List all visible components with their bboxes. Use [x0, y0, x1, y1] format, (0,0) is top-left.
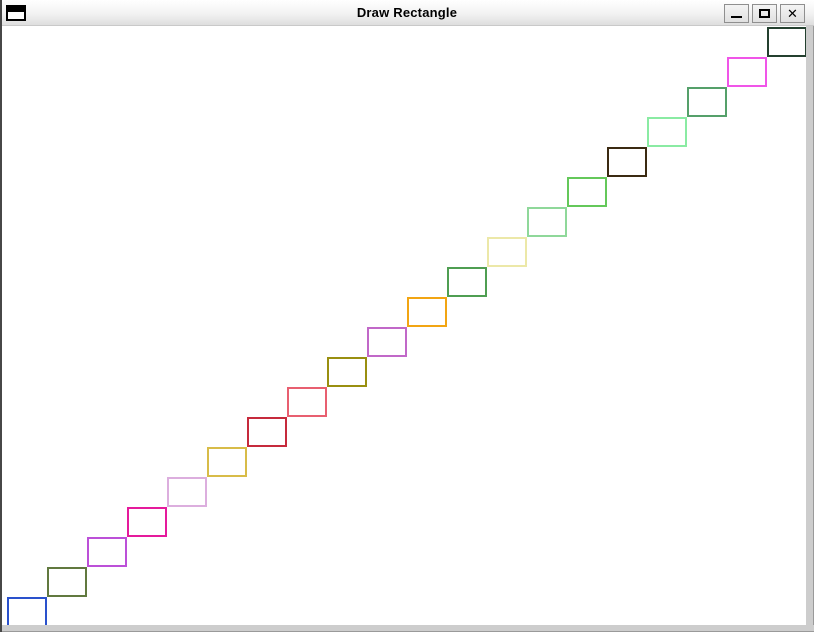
- drawn-rectangle: [167, 477, 207, 507]
- minimize-icon: [731, 16, 742, 18]
- drawn-rectangle: [47, 567, 87, 597]
- drawn-rectangle: [487, 237, 527, 267]
- drawn-rectangle: [327, 357, 367, 387]
- close-icon: ✕: [787, 6, 798, 21]
- drawn-rectangle: [127, 507, 167, 537]
- window-frame-left: [0, 0, 2, 632]
- drawn-rectangle: [407, 297, 447, 327]
- drawn-rectangle: [367, 327, 407, 357]
- drawn-rectangle: [247, 417, 287, 447]
- window-controls: ✕: [724, 4, 805, 23]
- window-menu-icon[interactable]: [6, 5, 26, 21]
- drawn-rectangle: [207, 447, 247, 477]
- drawn-rectangle: [567, 177, 607, 207]
- drawn-rectangle: [527, 207, 567, 237]
- drawn-rectangle: [287, 387, 327, 417]
- drawn-rectangle: [607, 147, 647, 177]
- close-button[interactable]: ✕: [780, 4, 805, 23]
- drawn-rectangle: [7, 597, 47, 627]
- window-glyph-bar: [8, 7, 24, 12]
- drawn-rectangle: [87, 537, 127, 567]
- drawn-rectangle: [647, 117, 687, 147]
- drawn-rectangle: [687, 87, 727, 117]
- maximize-icon: [759, 9, 770, 18]
- drawing-canvas[interactable]: [0, 26, 814, 632]
- minimize-button[interactable]: [724, 4, 749, 23]
- drawn-rectangle: [767, 27, 807, 57]
- maximize-button[interactable]: [752, 4, 777, 23]
- window-title: Draw Rectangle: [356, 5, 458, 20]
- drawn-rectangle: [727, 57, 767, 87]
- title-bar[interactable]: Draw Rectangle ✕: [0, 0, 814, 26]
- drawn-rectangle: [447, 267, 487, 297]
- window-frame-bottom: [0, 625, 814, 632]
- window-frame-right: [806, 26, 814, 632]
